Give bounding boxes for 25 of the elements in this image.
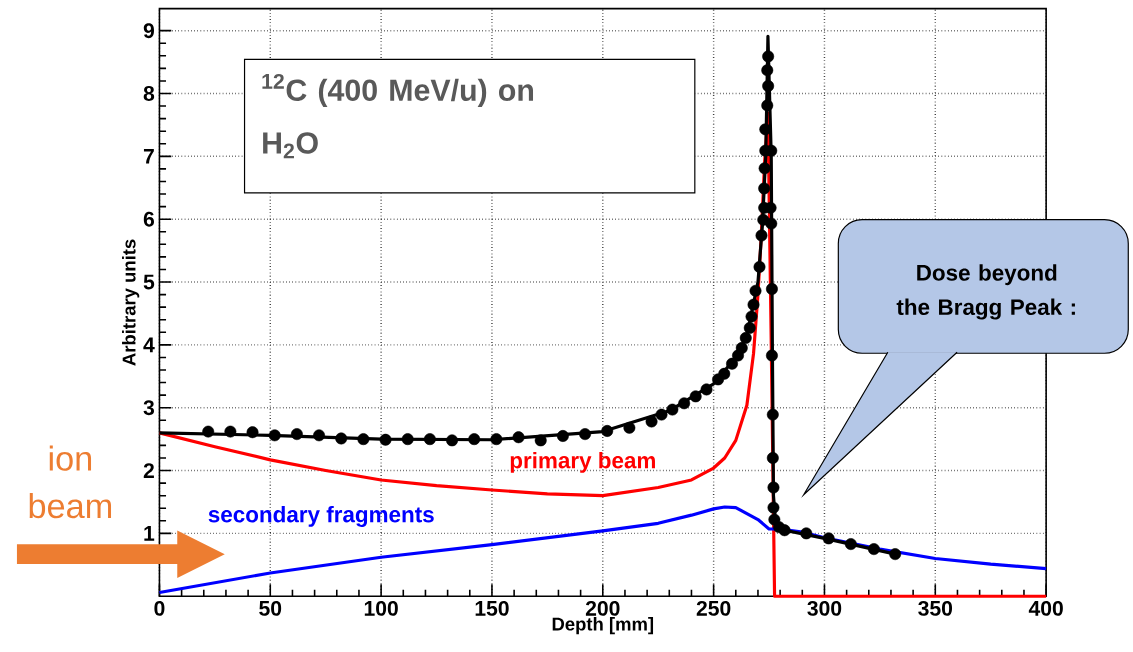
x-tick-label: 150 — [475, 600, 509, 616]
y-tick-label: 5 — [143, 274, 155, 290]
y-tick-label: 4 — [143, 337, 155, 353]
x-axis-title: Depth [mm] — [552, 616, 654, 635]
x-tick-label: 400 — [1028, 600, 1063, 616]
y-tick-label: 7 — [143, 149, 154, 164]
x-tick-label: 250 — [696, 600, 731, 616]
x-tick-label: 300 — [807, 600, 842, 616]
y-tick-label: 6 — [143, 211, 155, 227]
text: ion beam — [29, 445, 112, 519]
y-tick-label: 1 — [144, 526, 155, 541]
x-tick-label: 0 — [154, 600, 165, 616]
y-tick-label: 9 — [143, 23, 154, 39]
series-label: primary beam — [510, 451, 655, 473]
y-tick-label: 8 — [143, 85, 155, 101]
x-tick-label: 50 — [259, 600, 282, 616]
x-tick-label: 350 — [918, 600, 953, 616]
annotation: $^{12}$C (400 MeV/u) on H$_{2}$O — [262, 73, 534, 159]
x-tick-label: 200 — [585, 600, 620, 616]
y-tick-label: 3 — [143, 400, 155, 416]
series-label: secondary fragments — [208, 505, 434, 527]
y-axis-title: Arbitrary units — [122, 239, 140, 366]
annotation: Dose beyond the Bragg Peak : — [896, 264, 1075, 320]
x-tick-label: 100 — [364, 600, 398, 616]
y-tick-label: 2 — [143, 463, 154, 478]
